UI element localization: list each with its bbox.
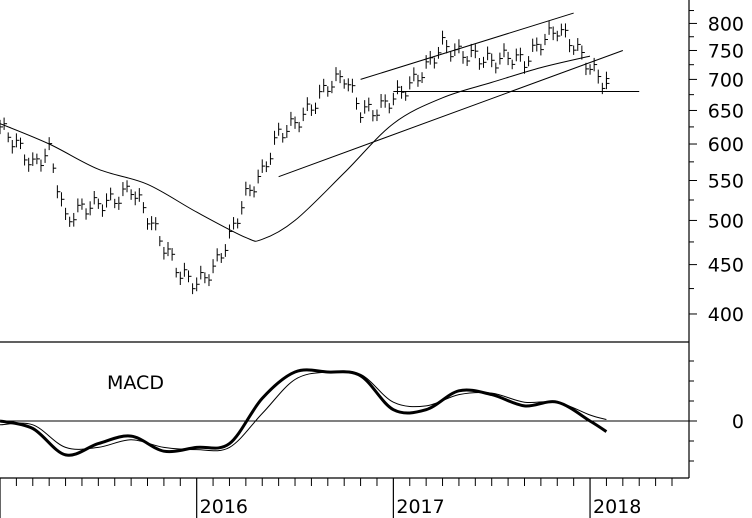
price-panel: 400 450 500 550 600 650 700 750 800 [0,0,744,342]
price-tick-label: 550 [708,170,744,192]
macd-tick-label: 0 [732,411,744,433]
price-axis-ticks: 400 450 500 550 600 650 700 750 800 [689,10,744,326]
year-label: 2018 [593,496,641,518]
price-bars [0,21,610,295]
price-tick-label: 450 [708,255,744,277]
year-labels: 2016 2017 2018 [200,496,642,518]
signal-line [0,370,607,452]
price-tick-label: 700 [708,69,744,91]
price-tick-label: 600 [708,134,744,156]
price-tick-label: 500 [708,210,744,232]
trendlines [278,12,640,178]
year-label: 2016 [200,496,248,518]
trendline-channel-upper [360,12,574,80]
price-tick-label: 800 [708,13,744,35]
macd-line [0,368,608,457]
moving-average-line [0,55,591,242]
trendline-channel-lower [278,50,624,178]
year-label: 2017 [396,496,444,518]
macd-label: MACD [107,372,164,394]
price-tick-label: 400 [708,304,744,326]
price-tick-label: 650 [708,100,744,122]
macd-axis-ticks: 0 [689,360,744,462]
macd-panel: MACD 0 [0,342,744,478]
month-ticks [0,478,673,518]
time-axis: 2016 2017 2018 [0,477,689,518]
price-tick-label: 750 [708,40,744,62]
